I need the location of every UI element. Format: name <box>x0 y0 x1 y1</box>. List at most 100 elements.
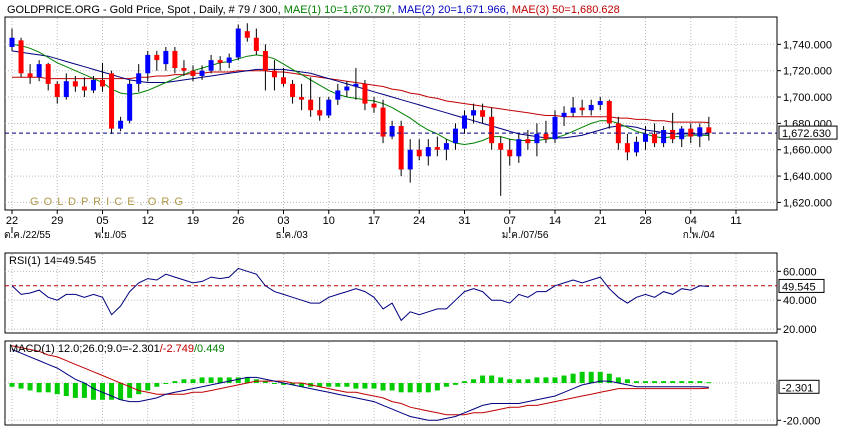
macd-hist-bar <box>172 381 178 383</box>
macd-hist-bar <box>281 383 286 385</box>
x-tick-label: 03 <box>277 215 289 227</box>
macd-hist-bar <box>235 377 241 383</box>
candle-body <box>63 81 69 98</box>
candle <box>290 79 296 104</box>
candle-body <box>471 110 477 116</box>
candle <box>706 116 712 141</box>
candle <box>308 77 314 117</box>
candle-body <box>290 83 296 98</box>
macd-hist-bar <box>471 379 477 383</box>
candle-body <box>597 100 603 105</box>
candle-body <box>389 126 395 137</box>
candle <box>371 97 377 113</box>
macd-hist-bar <box>416 383 422 393</box>
macd-hist-bar <box>516 379 522 383</box>
candle-body <box>588 104 594 111</box>
candle-body <box>54 83 60 98</box>
candle-body <box>127 83 133 121</box>
macd-hist-bar <box>443 383 449 387</box>
rsi-current-box <box>778 278 825 293</box>
macd-hist-bar <box>226 377 232 383</box>
candle <box>579 99 585 116</box>
candle <box>443 139 449 161</box>
chart-title: GOLDPRICE.ORG - Gold Price, Spot , Daily… <box>7 4 620 16</box>
candle-body <box>489 116 495 144</box>
candle <box>407 139 413 183</box>
macd-histogram <box>9 371 712 400</box>
candle-body <box>416 149 422 157</box>
candle-body <box>425 147 431 157</box>
candle <box>190 65 196 82</box>
x-tick-label: 22 <box>6 215 18 227</box>
price-ytick-label: 1,640.000 <box>783 171 832 183</box>
candle <box>570 97 576 117</box>
candle-body <box>253 37 259 51</box>
macd-hist-bar <box>389 383 395 391</box>
candle <box>271 60 277 91</box>
macd-hist-bar <box>353 383 359 389</box>
candle <box>317 97 323 121</box>
candle <box>145 50 151 82</box>
macd-hist-bar <box>262 381 268 383</box>
x-tick-label: 12 <box>142 215 154 227</box>
candle-body <box>398 126 404 170</box>
rsi-title: RSI(1) 14=49.545 <box>9 255 96 267</box>
macd-hist-bar <box>643 381 648 383</box>
macd-hist-bar <box>489 375 495 383</box>
period-label: ก.พ./04 <box>683 230 716 241</box>
macd-hist-bar <box>525 379 531 383</box>
candle <box>262 44 268 91</box>
candle-body <box>380 107 386 137</box>
candle-body <box>344 86 350 91</box>
candle <box>552 110 558 144</box>
macd-lines <box>11 345 709 421</box>
candle-body <box>452 128 458 144</box>
candle <box>335 83 341 105</box>
candle-body <box>190 70 196 76</box>
candle-body <box>688 128 694 137</box>
candle-body <box>118 120 124 129</box>
candle-body <box>299 97 305 100</box>
candle <box>235 24 241 61</box>
x-tick-label: 21 <box>594 215 606 227</box>
candle <box>434 136 440 157</box>
x-tick-label: 26 <box>232 215 244 227</box>
candle <box>606 99 612 129</box>
macd-hist-bar <box>163 383 169 384</box>
candle-body <box>27 73 33 78</box>
candle <box>588 99 594 116</box>
x-tick-label: 05 <box>96 215 108 227</box>
macd-title-main: MACD(1) 12.0;26.0;9.0=-2.301 <box>9 343 160 355</box>
candle-body <box>697 127 703 137</box>
macd-hist-bar <box>36 383 42 393</box>
candle <box>163 46 169 71</box>
price-ytick-label: 1,700.000 <box>783 92 832 104</box>
macd-hist-bar <box>326 383 332 387</box>
macd-hist-bar <box>597 371 603 383</box>
candle-body <box>235 28 241 58</box>
candle <box>9 28 15 51</box>
candle-body <box>90 79 96 91</box>
macd-hist-bar <box>452 383 458 385</box>
period-label: ต.ค./22/55 <box>4 230 51 241</box>
candlesticks <box>9 23 712 196</box>
macd-hist-bar <box>299 383 305 387</box>
candle-body <box>72 81 78 87</box>
candle-body <box>624 143 630 153</box>
macd-hist-bar <box>507 379 513 383</box>
rsi-panel: 20.000 40.000 60.000 49.545 RSI(1) 14=49.54… <box>4 252 825 336</box>
price-grid <box>5 18 777 209</box>
candle <box>507 139 513 166</box>
macd-hist-bar <box>688 381 694 383</box>
candle-body <box>326 99 332 116</box>
candle <box>100 62 105 92</box>
title-mae20: MAE(2) 20=1,671.966, <box>395 4 509 16</box>
candle-body <box>371 103 377 108</box>
candle-body <box>81 86 87 91</box>
candle-body <box>407 149 413 170</box>
macd-hist-bar <box>543 377 549 383</box>
candle-body <box>109 73 115 129</box>
x-tick-label: 14 <box>549 215 561 227</box>
candle-body <box>136 73 142 84</box>
